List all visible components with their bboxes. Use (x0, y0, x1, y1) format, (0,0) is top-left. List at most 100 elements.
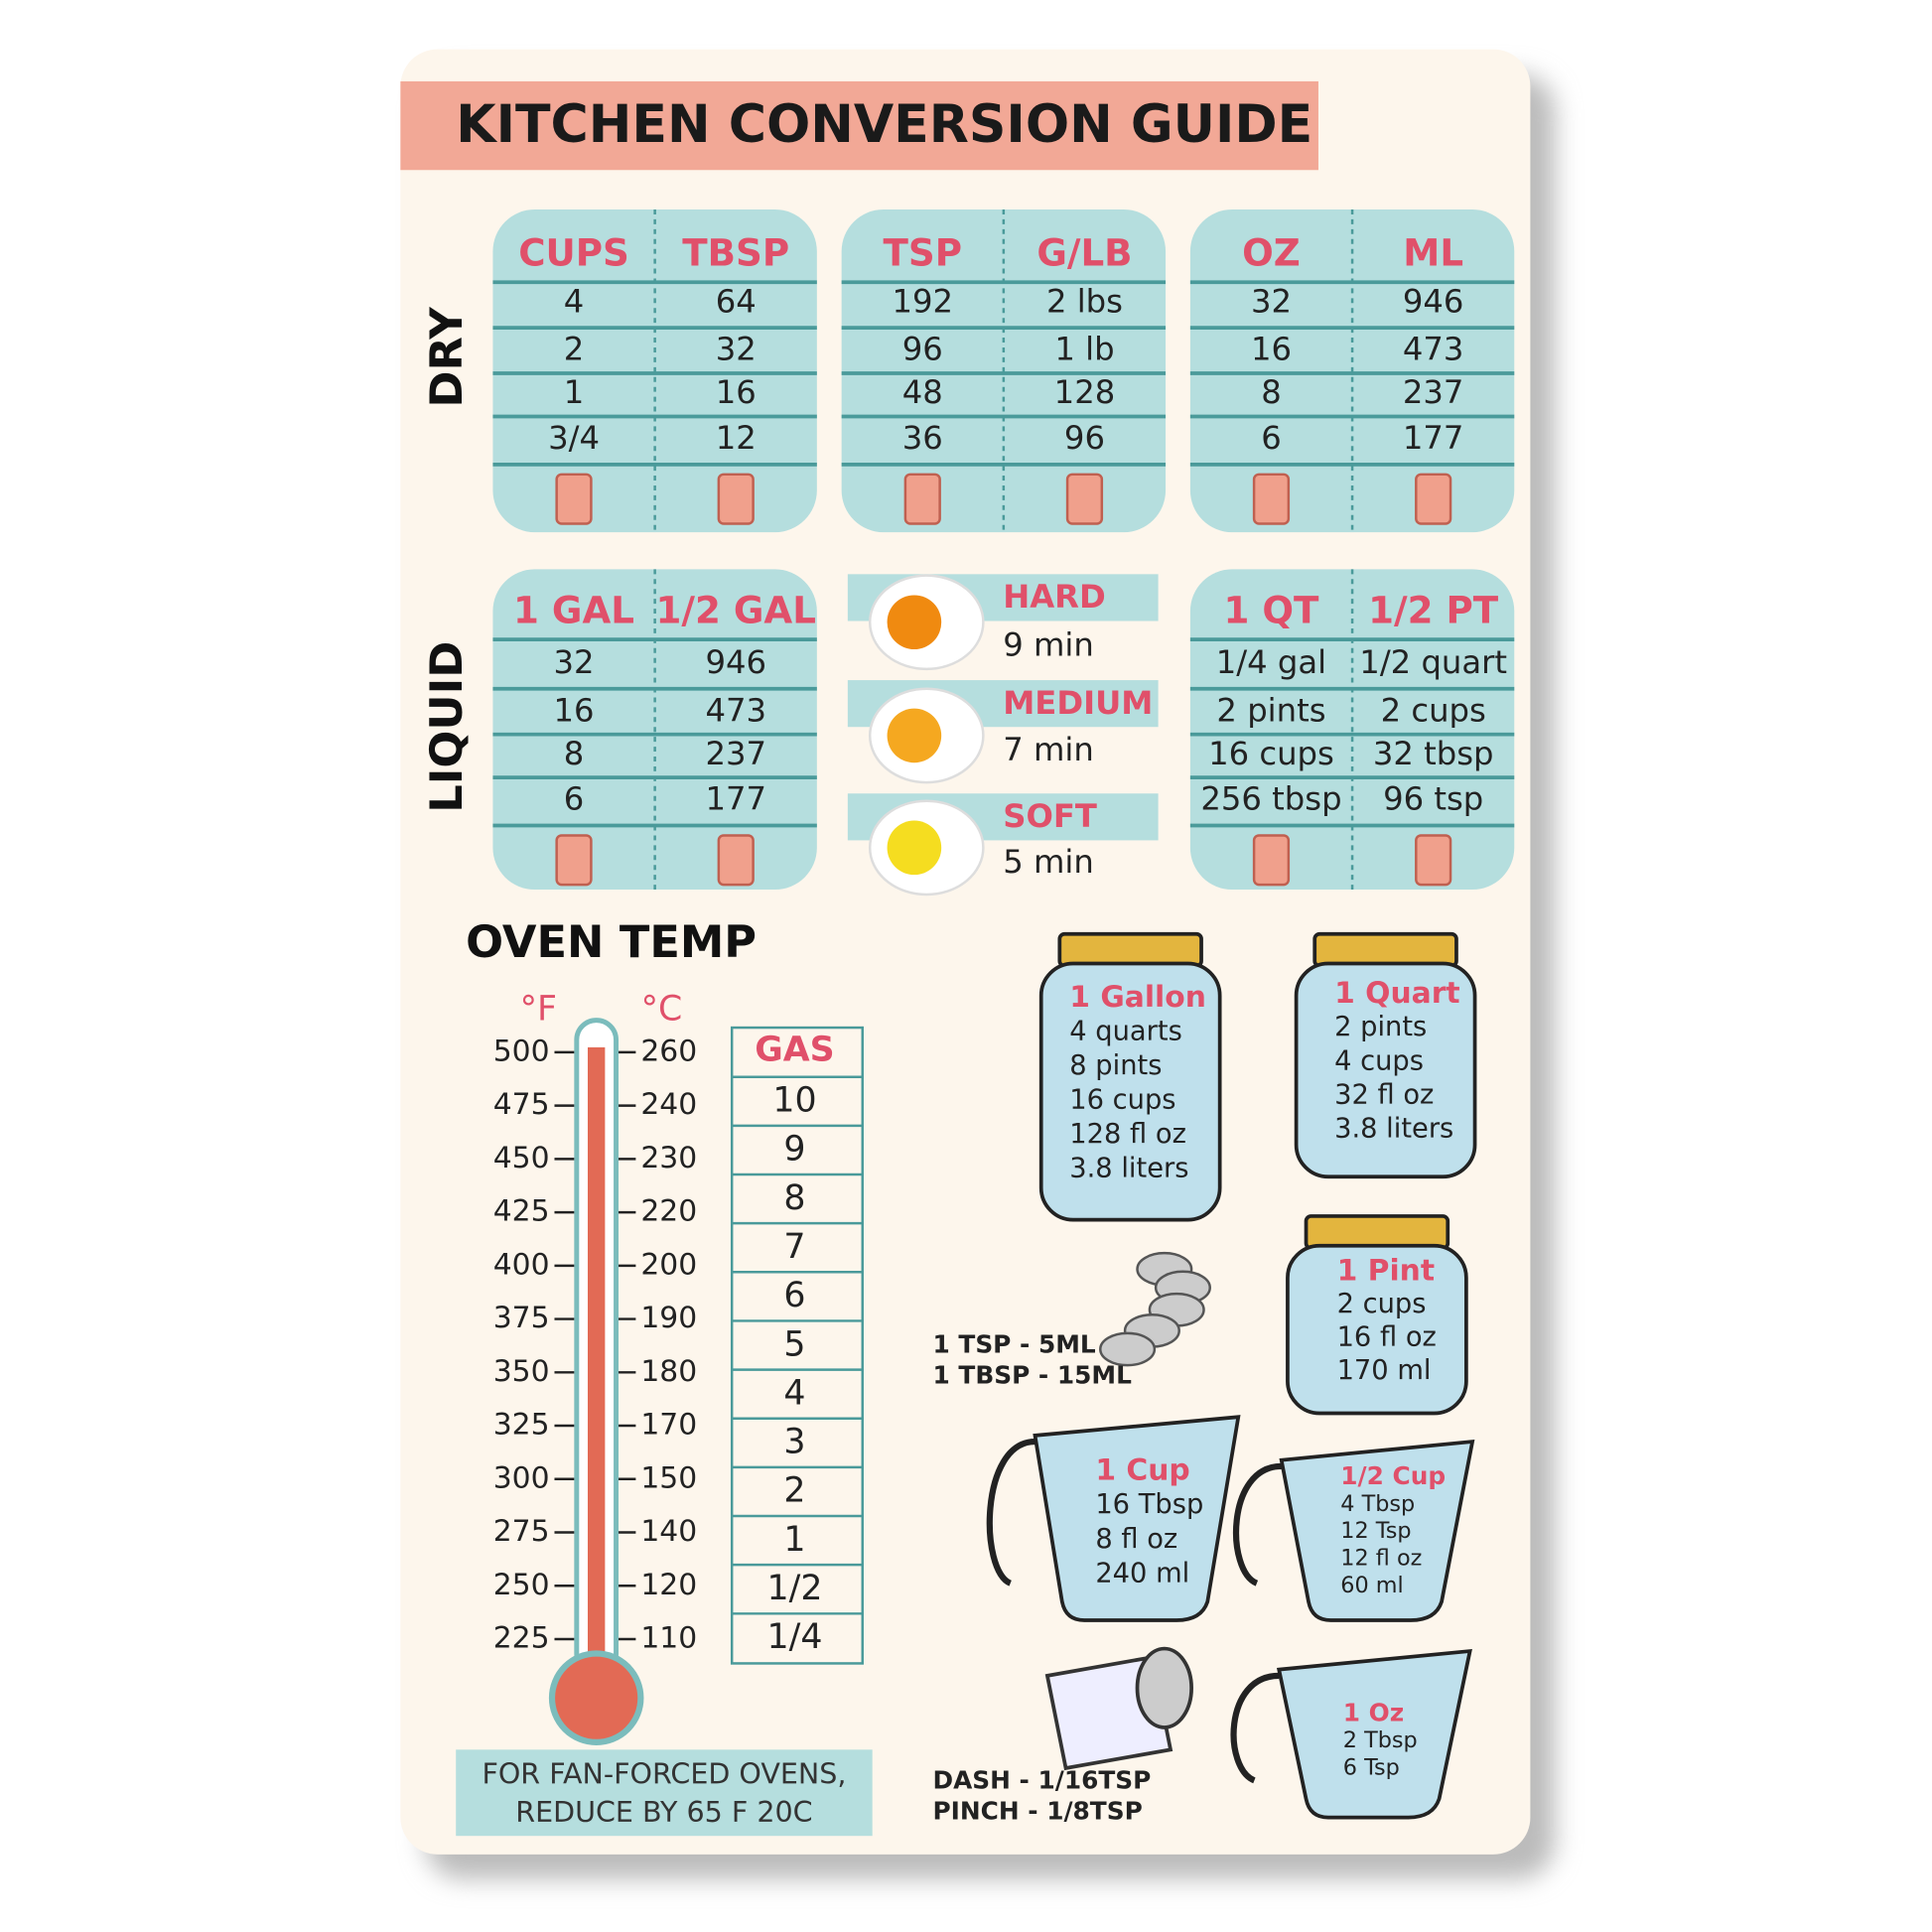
measure-line: 8 pints (1069, 1050, 1162, 1081)
measure-title: 1 Quart (1334, 976, 1460, 1011)
table-cell: 64 (716, 282, 757, 320)
jar-body (1038, 961, 1222, 1222)
cup-icon (717, 473, 755, 525)
gas-cell: 10 (772, 1081, 816, 1121)
cup-body (1033, 1415, 1241, 1622)
temp-f: 225 (493, 1620, 550, 1655)
table-cell: 16 (1251, 331, 1292, 368)
temp-f: 375 (493, 1301, 550, 1335)
cup-icon (555, 834, 593, 887)
measure-line: 16 Tbsp (1095, 1489, 1203, 1520)
table-cell: 16 cups (1208, 735, 1334, 772)
temp-f: 500 (493, 1034, 550, 1068)
note-line: FOR FAN-FORCED OVENS, (482, 1757, 846, 1790)
table-cell: 12 (716, 419, 757, 457)
temp-c: 180 (640, 1354, 697, 1389)
temp-c: 260 (640, 1034, 697, 1068)
dash-note: PINCH - 1/8TSP (932, 1797, 1142, 1826)
table-cell: 96 tsp (1383, 780, 1483, 818)
cup-icon (1415, 834, 1452, 887)
cup-icon (903, 473, 941, 525)
measure-line: 2 pints (1334, 1012, 1427, 1042)
table-header: CUPS (518, 230, 629, 274)
table-cell: 2 pints (1216, 691, 1325, 729)
temp-c: 220 (640, 1194, 697, 1229)
table-header: 1 GAL (513, 588, 634, 631)
table-header: 1 QT (1224, 588, 1319, 631)
measure-line: 2 cups (1337, 1289, 1427, 1319)
measure-line: 128 fl oz (1069, 1119, 1186, 1150)
table-cell: 177 (1403, 419, 1464, 457)
gas-cell: 8 (783, 1178, 805, 1218)
jar-body (1294, 961, 1477, 1179)
table-cell: 128 (1054, 373, 1116, 411)
egg-yolk (887, 708, 942, 763)
temp-f: 425 (493, 1194, 550, 1229)
table-cell: 946 (705, 643, 766, 681)
measure-line: 3.8 liters (1069, 1153, 1188, 1183)
measure-title: 1 Cup (1095, 1452, 1189, 1487)
table-cell: 8 (564, 735, 585, 772)
jar-body (1286, 1243, 1468, 1416)
table-cell: 2 lbs (1046, 282, 1123, 320)
oven-title: OVEN TEMP (466, 916, 757, 968)
measure-line: 16 fl oz (1337, 1321, 1437, 1352)
table-cell: 16 (554, 691, 595, 729)
cup-icon (1252, 834, 1291, 887)
egg-yolk (887, 595, 942, 650)
table-header: 1/2 PT (1368, 588, 1499, 631)
table-cell: 1 (564, 373, 585, 411)
measure-line: 4 cups (1334, 1045, 1424, 1076)
gas-cell: 1/2 (767, 1569, 823, 1608)
table-cell: 32 (716, 331, 757, 368)
f-label: °F (520, 990, 557, 1030)
measure-line: 6 Tsp (1343, 1754, 1400, 1780)
table-cell: 3/4 (548, 419, 600, 457)
c-label: °C (641, 990, 683, 1030)
measure-line: 3.8 liters (1334, 1114, 1453, 1145)
shaker-cap (1135, 1646, 1193, 1729)
measure-title: 1 Oz (1343, 1698, 1404, 1726)
cup-body (1276, 1648, 1472, 1820)
cup-handle (1230, 1672, 1280, 1784)
measure-title: 1 Pint (1337, 1253, 1436, 1288)
cup-handle (1232, 1462, 1282, 1587)
gas-cell: 4 (783, 1373, 805, 1413)
jar-lid (1304, 1214, 1450, 1251)
gas-cell: 2 (783, 1471, 805, 1511)
table-cell: 2 (564, 331, 585, 368)
measure-line: 4 quarts (1069, 1016, 1182, 1046)
table-cell: 1/4 gal (1216, 643, 1326, 681)
temp-c: 120 (640, 1568, 697, 1602)
table-cell: 946 (1403, 282, 1464, 320)
thermo-mercury (587, 1046, 606, 1664)
title-banner (400, 80, 1318, 171)
measure-line: 8 fl oz (1095, 1524, 1177, 1555)
cup-icon (1252, 473, 1291, 525)
temp-f: 250 (493, 1568, 550, 1602)
gas-box (730, 1026, 864, 1665)
table-cell: 8 (1261, 373, 1282, 411)
temp-f: 400 (493, 1247, 550, 1282)
table-cell: 473 (1403, 331, 1464, 368)
measure-line: 240 ml (1095, 1559, 1189, 1589)
temp-c: 240 (640, 1087, 697, 1122)
cup-icon (1415, 473, 1452, 525)
gas-header: GAS (755, 1031, 834, 1070)
temp-f: 275 (493, 1514, 550, 1549)
spoon (1099, 1331, 1157, 1367)
table-cell: 36 (902, 419, 943, 457)
dash-note: DASH - 1/16TSP (932, 1766, 1151, 1795)
measure-line: 16 cups (1069, 1084, 1175, 1115)
section-label: DRY (421, 307, 473, 408)
table-cell: 256 tbsp (1200, 780, 1341, 818)
temp-f: 350 (493, 1354, 550, 1389)
temp-c: 200 (640, 1247, 697, 1282)
measure-line: 170 ml (1337, 1355, 1432, 1386)
table-cell: 48 (902, 373, 943, 411)
table-cell: 4 (564, 282, 585, 320)
cup-icon (1065, 473, 1104, 525)
gas-cell: 1 (783, 1520, 805, 1560)
table-cell: 32 (554, 643, 595, 681)
gas-cell: 7 (783, 1227, 805, 1267)
